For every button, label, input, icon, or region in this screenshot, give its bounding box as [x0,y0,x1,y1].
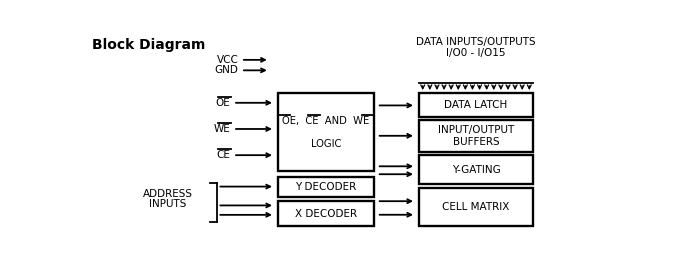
Bar [419,188,534,226]
Text: OE,  CE  AND  WE: OE, CE AND WE [282,116,369,126]
Text: DATA LATCH: DATA LATCH [444,100,508,110]
Text: VCC: VCC [216,55,239,65]
Text: X DECODER: X DECODER [295,209,357,219]
Bar [419,93,534,118]
Bar [278,177,374,197]
Text: INPUTS: INPUTS [149,199,187,209]
Text: Block Diagram: Block Diagram [92,38,206,52]
Bar [419,120,534,152]
Text: INPUT/OUTPUT
BUFFERS: INPUT/OUTPUT BUFFERS [438,125,514,147]
Text: ADDRESS: ADDRESS [143,189,193,199]
Text: DATA INPUTS/OUTPUTS
I/O0 - I/O15: DATA INPUTS/OUTPUTS I/O0 - I/O15 [417,37,536,58]
Text: WE: WE [214,124,231,134]
Text: Y DECODER: Y DECODER [295,182,357,192]
Text: OE: OE [216,98,231,108]
Text: Y-GATING: Y-GATING [452,165,500,175]
Bar [419,155,534,184]
Text: CE: CE [216,150,231,160]
Text: LOGIC: LOGIC [311,139,341,149]
Text: CELL MATRIX: CELL MATRIX [442,202,510,212]
Bar [278,201,374,226]
Text: GND: GND [214,65,239,75]
Bar [278,93,374,171]
